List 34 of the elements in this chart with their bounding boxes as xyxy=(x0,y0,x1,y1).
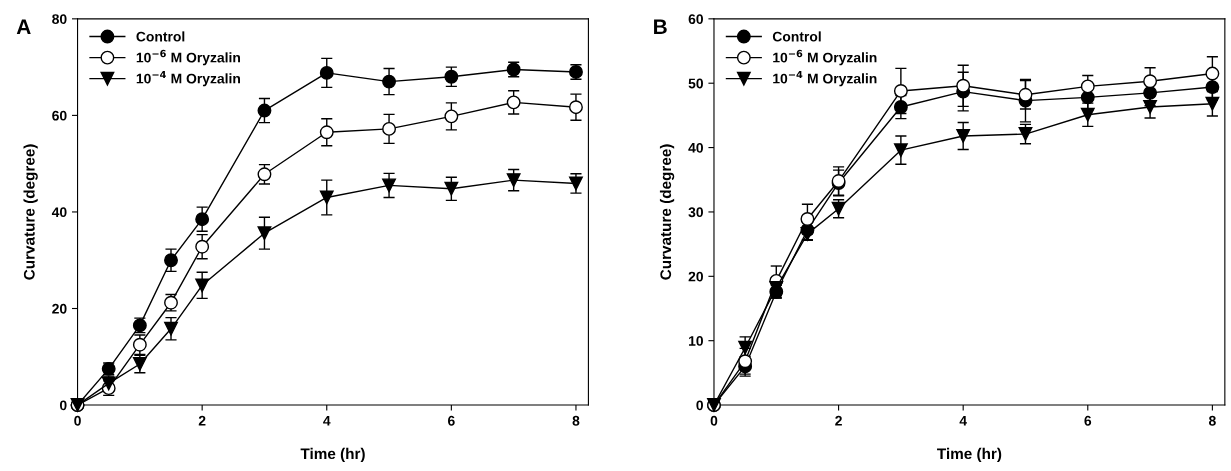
y-tick-label: 10 xyxy=(688,336,703,346)
chart-title: B xyxy=(654,19,667,34)
y-tick-label: 80 xyxy=(52,14,67,25)
y-tick-label: 20 xyxy=(52,303,67,314)
x-tick-label: 0 xyxy=(710,415,718,426)
x-tick-label: 4 xyxy=(323,415,331,426)
x-tick-label: 6 xyxy=(448,415,455,426)
y-tick-label: 60 xyxy=(52,110,67,121)
y-tick-label: 40 xyxy=(688,142,703,153)
x-tick-label: 8 xyxy=(572,415,580,426)
legend-label: Control xyxy=(772,31,821,42)
x-tick-label: 0 xyxy=(74,415,81,426)
y-tick-label: 40 xyxy=(51,207,67,218)
x-tick-label: 8 xyxy=(1208,415,1216,426)
y-tick-label: 0 xyxy=(59,400,67,411)
x-tick-label: 2 xyxy=(198,415,206,426)
legend-label: Control xyxy=(136,31,185,42)
y-tick-label: 30 xyxy=(688,207,703,218)
x-axis-title: Time (hr) xyxy=(300,447,365,463)
legend-label: 10$^{−6}$ M Oryzalin xyxy=(136,49,240,66)
chart-title: A xyxy=(16,19,31,34)
legend-label: 10$^{−6}$ M Oryzalin xyxy=(773,49,877,66)
y-tick-label: 20 xyxy=(688,271,703,282)
y-axis-title: Curvature (degree) xyxy=(23,144,38,280)
y-axis-title: Curvature (degree) xyxy=(659,144,675,280)
y-tick-label: 60 xyxy=(688,14,703,25)
x-axis-title: Time (hr) xyxy=(937,447,1002,463)
y-tick-label: 50 xyxy=(688,78,703,89)
x-tick-label: 4 xyxy=(959,415,967,426)
x-tick-label: 6 xyxy=(1084,415,1092,426)
legend-label: 10$^{−4}$ M Oryzalin xyxy=(136,70,240,87)
x-tick-label: 2 xyxy=(835,415,842,426)
y-tick-label: 0 xyxy=(696,400,703,411)
legend-label: 10$^{−4}$ M Oryzalin xyxy=(773,70,877,87)
